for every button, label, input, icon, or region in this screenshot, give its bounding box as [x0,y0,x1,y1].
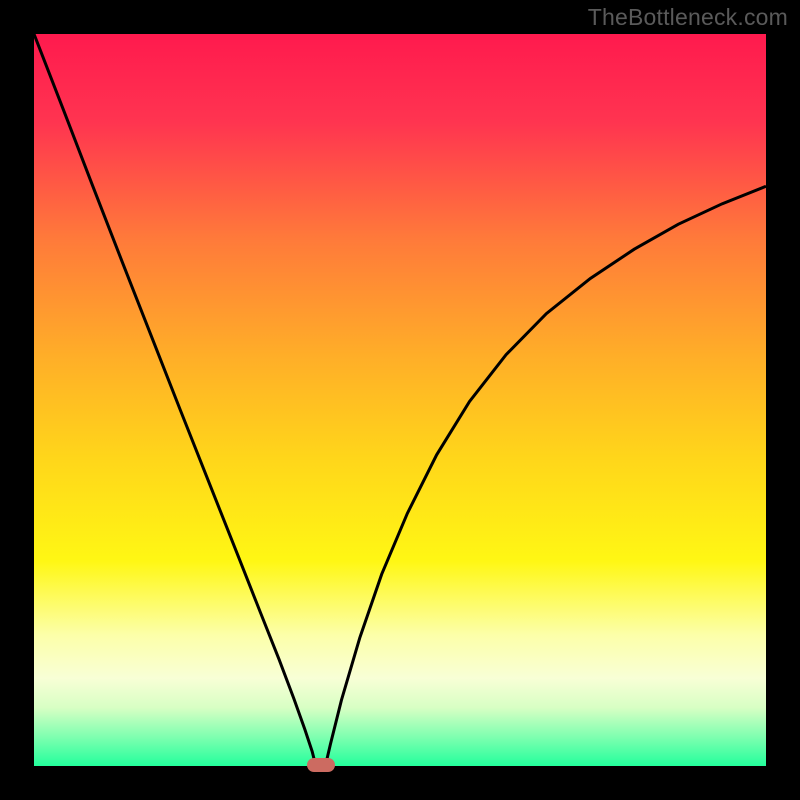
watermark-text: TheBottleneck.com [588,4,788,31]
outer-frame [0,0,800,800]
plot-area [34,34,766,766]
optimum-marker [307,758,335,772]
curve-layer [34,34,766,766]
bottleneck-curve-left [34,34,316,766]
bottleneck-curve-right [325,186,766,766]
